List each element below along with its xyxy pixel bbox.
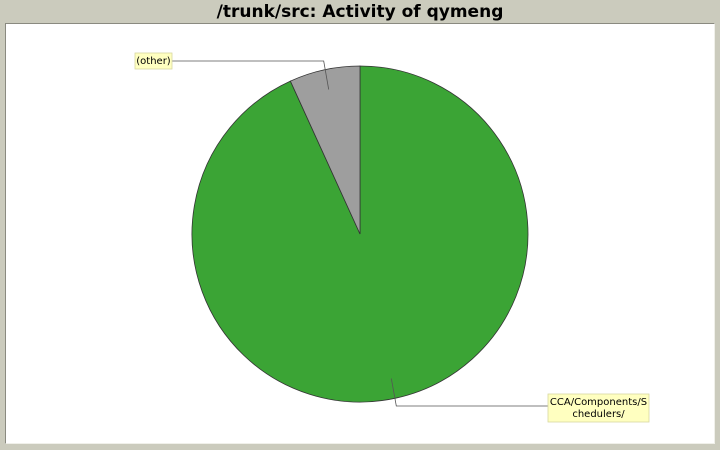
slice-label: CCA/Components/S: [550, 397, 647, 408]
slice-label-box: [547, 393, 650, 423]
pie-slice: [289, 65, 361, 235]
slice-label: chedulers/: [572, 409, 625, 420]
pie-slices: [191, 65, 529, 403]
slice-label-box: [134, 52, 173, 70]
label-leader-line: [390, 378, 548, 407]
slice-label: (other): [136, 56, 171, 67]
label-leader-line: [172, 60, 330, 90]
chart-title: /trunk/src: Activity of qymeng: [216, 2, 504, 22]
